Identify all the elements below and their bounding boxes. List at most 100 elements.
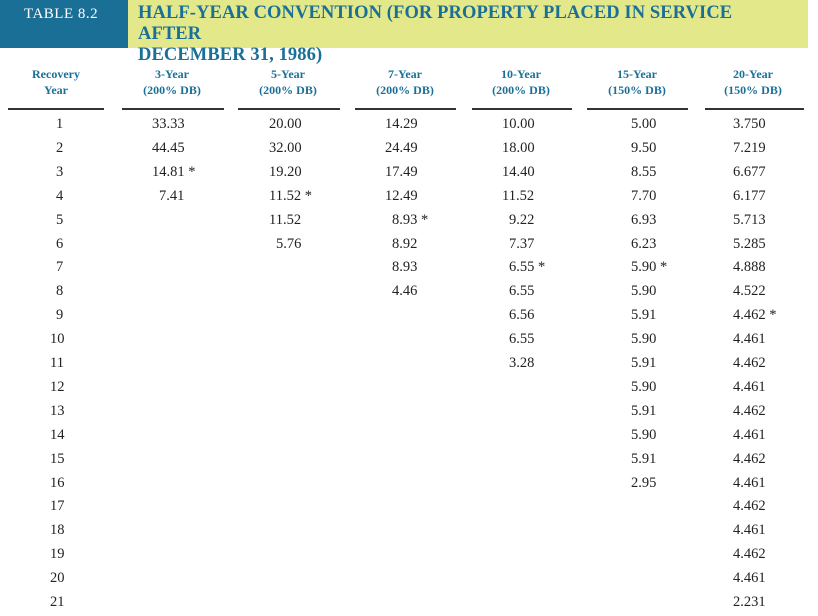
recovery-year-cell: 3: [56, 163, 64, 180]
column-header-rule: [238, 108, 340, 110]
rate-cell: 5.285: [733, 235, 766, 252]
rate-cell: 6.56: [509, 307, 535, 324]
rate-cell: 5.91: [631, 307, 657, 324]
column-header: 20-Year (150% DB): [703, 66, 803, 98]
recovery-year-cell: 12: [50, 378, 65, 395]
rate-cell: 5.90: [631, 331, 657, 348]
rate-cell: 5.91: [631, 355, 657, 371]
rate-cell: 5.90: [631, 426, 657, 443]
rate-cell: 7.219: [733, 139, 766, 156]
column-header: Recovery Year: [8, 66, 104, 98]
rate-cell: 5.00: [631, 116, 657, 132]
rate-cell: 6.23: [631, 235, 657, 252]
rate-cell: 4.462: [733, 402, 766, 419]
column-header: 15-Year (150% DB): [587, 66, 687, 98]
recovery-year-cell: 18: [50, 522, 65, 539]
column-header-rule: [355, 108, 456, 110]
rate-cell: 4.462 *: [733, 307, 777, 324]
rate-cell: 5.91: [631, 450, 657, 467]
table-header-band: TABLE 8.2 HALF-YEAR CONVENTION (FOR PROP…: [0, 0, 808, 65]
column-header-rule: [587, 108, 688, 110]
recovery-year-cell: 1: [56, 116, 64, 132]
rate-cell: 6.55: [509, 283, 535, 300]
column-header-line-1: 10-Year: [501, 67, 541, 81]
column-header: 10-Year (200% DB): [471, 66, 571, 98]
rate-cell: 4.461: [733, 474, 766, 491]
rate-cell: 6.677: [733, 163, 766, 180]
rate-cell: 17.49: [385, 163, 418, 180]
rate-cell: 8.55: [631, 163, 657, 180]
rate-cell: 44.45: [152, 139, 185, 156]
rate-cell: 19.20: [269, 163, 302, 180]
rate-cell: 5.713: [733, 211, 766, 228]
rate-cell: 32.00: [269, 139, 302, 156]
recovery-year-cell: 4: [56, 187, 64, 204]
recovery-year-cell: 6: [56, 235, 64, 252]
rate-cell: 7.37: [509, 235, 535, 252]
column-header-line-2: (200% DB): [376, 83, 434, 97]
recovery-year-cell: 17: [50, 498, 65, 515]
rate-cell: 14.29: [385, 116, 418, 132]
column-header-rule: [8, 108, 104, 110]
rate-cell: 5.90: [631, 283, 657, 300]
column-header-line-1: 15-Year: [617, 67, 657, 81]
rate-cell: 2.95: [631, 474, 657, 491]
rate-cell: 2.231: [733, 594, 766, 610]
column-header-line-2: (200% DB): [492, 83, 550, 97]
rate-cell: 4.462: [733, 546, 766, 563]
rate-cell: 5.90: [631, 378, 657, 395]
rate-cell: 4.888: [733, 259, 766, 276]
rate-cell: 18.00: [502, 139, 535, 156]
recovery-year-cell: 15: [50, 450, 65, 467]
recovery-year-cell: 9: [56, 307, 64, 324]
recovery-year-cell: 14: [50, 426, 65, 443]
table-title-line-2: DECEMBER 31, 1986): [138, 45, 323, 65]
rate-cell: 4.462: [733, 498, 766, 515]
recovery-year-cell: 13: [50, 402, 65, 419]
column-header-line-1: 5-Year: [271, 67, 305, 81]
rate-cell: 4.461: [733, 522, 766, 539]
rate-cell: 8.93: [392, 259, 418, 276]
rate-cell: 14.81 *: [152, 163, 196, 180]
table-number-label: TABLE 8.2: [0, 0, 128, 48]
rate-cell: 7.70: [631, 187, 657, 204]
rate-cell: 9.22: [509, 211, 535, 228]
recovery-year-cell: 16: [50, 474, 65, 491]
rate-cell: 5.90 *: [631, 259, 668, 276]
column-header: 5-Year (200% DB): [238, 66, 338, 98]
table-title-line-1: HALF-YEAR CONVENTION (FOR PROPERTY PLACE…: [138, 3, 733, 44]
rate-cell: 4.461: [733, 426, 766, 443]
rate-cell: 11.52: [269, 211, 302, 228]
rate-cell: 4.462: [733, 450, 766, 467]
column-header-line-1: 20-Year: [733, 67, 773, 81]
rate-cell: 33.33: [152, 116, 185, 132]
rate-cell: 20.00: [269, 116, 302, 132]
column-header-line-1: 7-Year: [388, 67, 422, 81]
recovery-year-cell: 5: [56, 211, 64, 228]
column-header: 3-Year (200% DB): [122, 66, 222, 98]
rate-cell: 9.50: [631, 139, 657, 156]
rate-cell: 8.92: [392, 235, 418, 252]
recovery-year-cell: 8: [56, 283, 64, 300]
rate-cell: 4.462: [733, 355, 766, 371]
rate-cell: 3.28: [509, 355, 535, 371]
recovery-year-cell: 2: [56, 139, 64, 156]
table-title: HALF-YEAR CONVENTION (FOR PROPERTY PLACE…: [138, 3, 798, 66]
rate-cell: 10.00: [502, 116, 535, 132]
rate-cell: 4.461: [733, 378, 766, 395]
rate-cell: 6.93: [631, 211, 657, 228]
rate-cell: 4.46: [392, 283, 418, 300]
recovery-year-cell: 11: [50, 355, 64, 371]
rate-cell: 7.41: [159, 187, 185, 204]
recovery-year-cell: 10: [50, 331, 65, 348]
column-header-line-2: (200% DB): [259, 83, 317, 97]
rate-cell: 24.49: [385, 139, 418, 156]
rate-cell: 5.91: [631, 402, 657, 419]
rate-cell: 6.177: [733, 187, 766, 204]
rate-cell: 3.750: [733, 116, 766, 132]
recovery-year-cell: 20: [50, 570, 65, 587]
rate-cell: 6.55 *: [509, 259, 546, 276]
rate-cell: 6.55: [509, 331, 535, 348]
rate-cell: 4.461: [733, 331, 766, 348]
column-header: 7-Year (200% DB): [355, 66, 455, 98]
